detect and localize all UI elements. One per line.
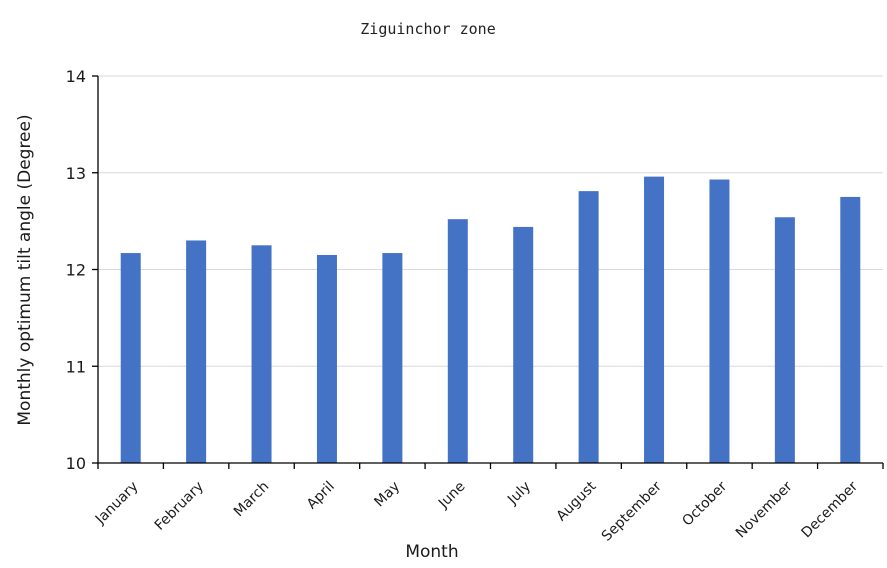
- x-tick-label-april: April: [304, 479, 338, 513]
- gridlines: [98, 75, 883, 367]
- y-tick-label: 12: [66, 261, 86, 280]
- x-tick-label-february: February: [152, 479, 207, 534]
- x-tick-labels: January February March April May June July Augu…: [92, 478, 861, 544]
- axes: [92, 75, 884, 469]
- x-axis-title: Month: [405, 542, 458, 562]
- x-tick-label-may: May: [371, 479, 403, 511]
- x-tick-label-november: November: [733, 478, 796, 541]
- x-tick-label-march: March: [231, 479, 272, 520]
- x-tick-label-june: June: [435, 479, 469, 513]
- bar-january: [120, 253, 141, 463]
- y-axis-title: Monthly optimum tilt angle (Degree): [15, 114, 35, 425]
- x-tick-label-august: August: [553, 478, 599, 524]
- y-tick-label: 11: [66, 357, 86, 376]
- bar-december: [840, 196, 861, 463]
- bar-october: [709, 179, 730, 463]
- bar-june: [447, 219, 468, 463]
- bar-november: [774, 217, 795, 463]
- bar-may: [382, 253, 403, 463]
- chart-title: Ziguinchor zone: [360, 20, 495, 38]
- y-tick-label: 10: [66, 454, 86, 473]
- y-tick-label: 13: [66, 164, 86, 183]
- bar-march: [251, 245, 272, 463]
- y-tick-label: 14: [66, 67, 86, 86]
- bar-september: [644, 176, 665, 463]
- bars: [120, 176, 861, 463]
- x-tick-label-january: January: [92, 479, 142, 529]
- x-tick-label-october: October: [679, 478, 730, 529]
- x-tick-label-september: September: [599, 478, 665, 544]
- bar-august: [578, 191, 599, 463]
- x-tick-label-december: December: [798, 478, 861, 541]
- bar-april: [316, 254, 337, 463]
- bar-july: [513, 226, 534, 463]
- bar-february: [186, 240, 207, 463]
- x-tick-label-july: July: [504, 479, 534, 509]
- y-tick-labels: 10 11 12 13 14: [66, 67, 86, 473]
